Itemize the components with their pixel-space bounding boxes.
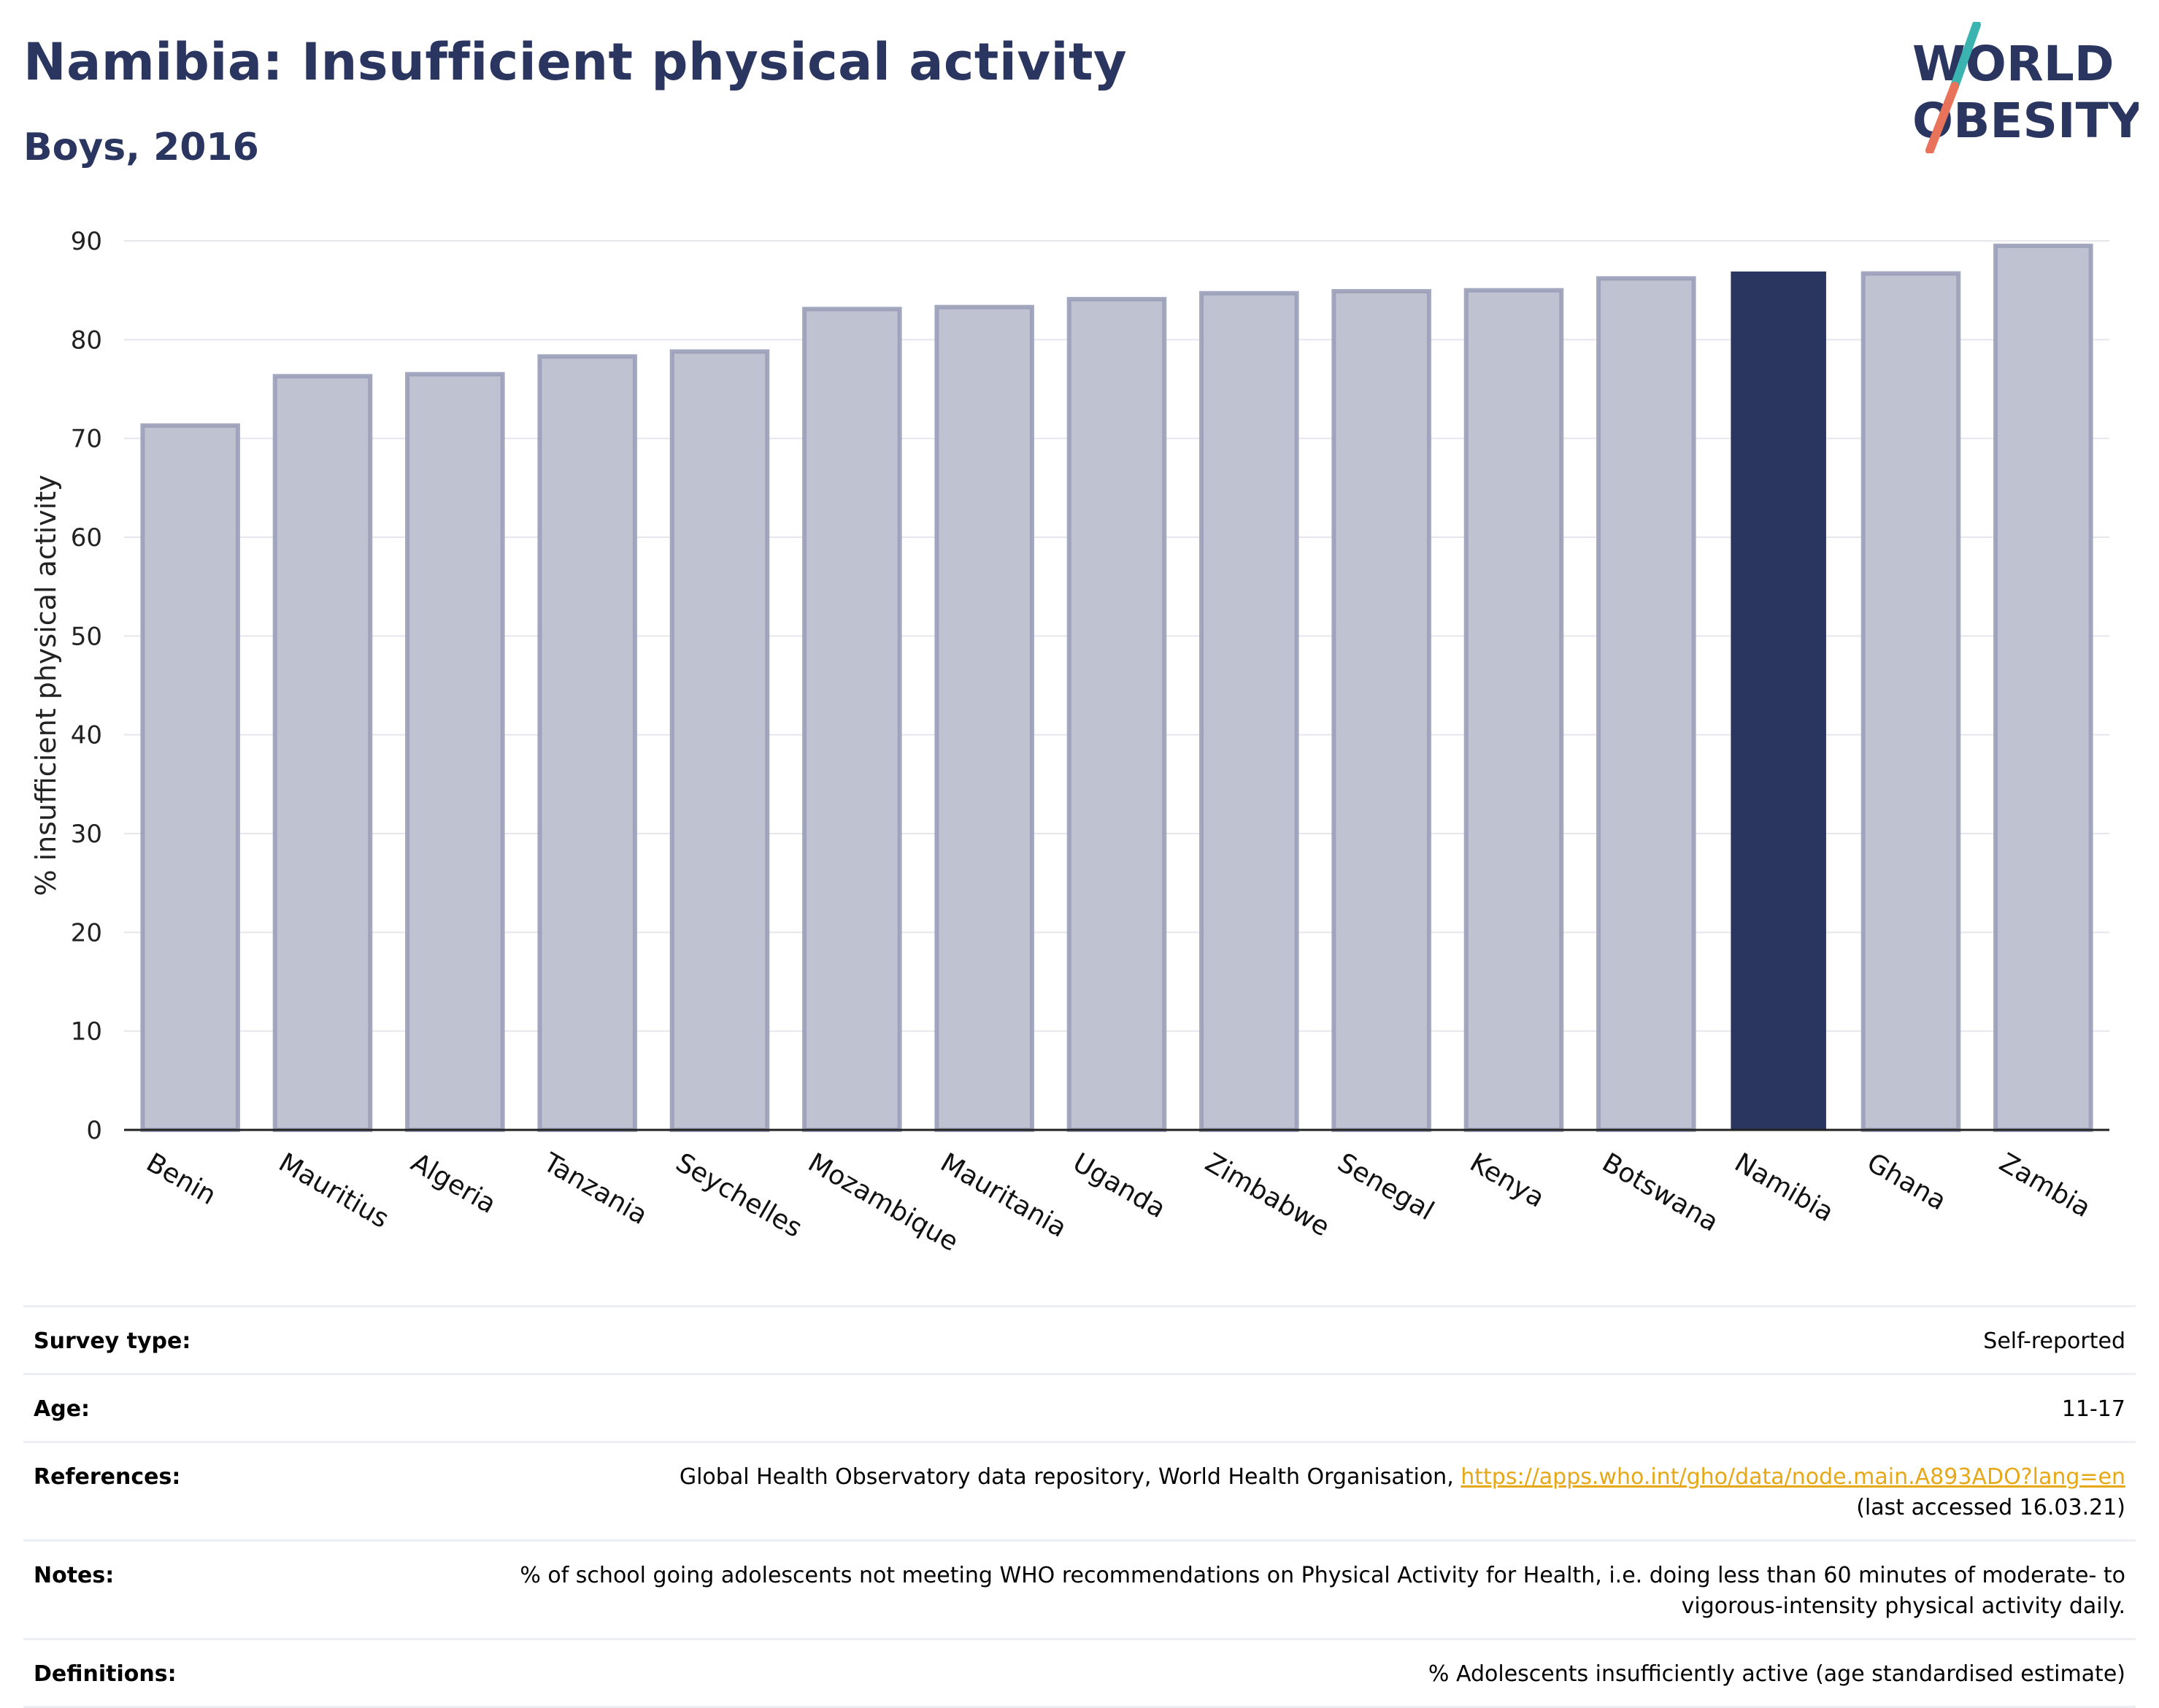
x-tick-label: Ghana <box>1862 1147 1951 1216</box>
info-row: Age: 11-17 <box>23 1373 2136 1441</box>
bar-ghana <box>1860 271 1961 1132</box>
x-tick-label: Mozambique <box>803 1147 963 1257</box>
bar-chart: 0 10 20 30 40 50 60 70 80 90 % insufficient physic… <box>30 227 2109 1258</box>
info-row: Notes: % of school going adolescents not … <box>23 1539 2136 1638</box>
bar-mauritania <box>934 304 1034 1132</box>
y-tick-label: 90 <box>71 227 102 256</box>
bar-benin <box>140 423 240 1132</box>
y-tick-label: 0 <box>86 1116 102 1145</box>
bar-senegal <box>1331 289 1431 1132</box>
chart-subtitle: Boys, 2016 <box>23 126 259 169</box>
bar-zimbabwe <box>1199 291 1299 1132</box>
chart-title: Namibia: Insufficient physical activity <box>23 32 1128 92</box>
info-label: Age: <box>34 1396 91 1422</box>
x-tick-label: Mauritius <box>274 1147 394 1234</box>
y-tick-label: 70 <box>71 425 102 454</box>
world-obesity-logo: WORLD OBESITY <box>1912 22 2139 153</box>
bar-mozambique <box>802 307 902 1132</box>
bar-seychelles <box>669 349 770 1132</box>
bar-zambia <box>1993 243 2093 1132</box>
info-value-note: (last accessed 16.03.21) <box>1856 1495 2125 1520</box>
bar-algeria <box>405 372 505 1133</box>
info-value: 11-17 <box>2062 1394 2125 1425</box>
info-value-text: % of school going adolescents not meetin… <box>520 1563 2125 1619</box>
info-value: % of school going adolescents not meetin… <box>447 1561 2125 1622</box>
info-row: Survey type: Self-reported <box>23 1305 2136 1373</box>
x-tick-label: Senegal <box>1332 1147 1439 1226</box>
info-label: Definitions: <box>34 1661 177 1687</box>
y-tick-label: 10 <box>71 1018 102 1047</box>
x-tick-label: Algeria <box>406 1147 501 1220</box>
x-tick-label: Zambia <box>1994 1147 2096 1223</box>
bar-uganda <box>1066 296 1167 1132</box>
info-value-text: 11-17 <box>2061 1396 2125 1422</box>
bar-kenya <box>1463 288 1564 1133</box>
y-tick-label: 20 <box>71 918 102 947</box>
info-value-text: Self-reported <box>1983 1328 2125 1354</box>
info-value-text: Global Health Observatory data repositor… <box>679 1464 1461 1490</box>
info-value: Global Health Observatory data repositor… <box>680 1462 2125 1523</box>
x-tick-label: Zimbabwe <box>1200 1147 1334 1242</box>
info-value-text: % Adolescents insufficiently active (age… <box>1428 1661 2125 1687</box>
logo-line1: WORLD <box>1912 36 2114 92</box>
bar-botswana <box>1596 276 1696 1133</box>
info-value: Self-reported <box>1983 1326 2125 1357</box>
y-axis-label: % insufficient physical activity <box>30 474 62 896</box>
y-tick-label: 30 <box>71 820 102 849</box>
bar-tanzania <box>537 354 637 1133</box>
logo-slash-top <box>1950 22 1981 91</box>
y-tick-label: 40 <box>71 721 102 750</box>
info-label: Notes: <box>34 1563 115 1588</box>
info-row: Definitions: % Adolescents insufficiently… <box>23 1638 2136 1708</box>
x-tick-label: Benin <box>141 1147 220 1211</box>
bar-mauritius <box>272 374 373 1133</box>
x-tick-label: Uganda <box>1068 1147 1171 1224</box>
info-label: References: <box>34 1464 181 1490</box>
info-row: References: Global Health Observatory dat… <box>23 1441 2136 1539</box>
info-table: Survey type: Self-reported Age: 11-17 Refere… <box>23 1305 2136 1708</box>
y-tick-label: 80 <box>71 326 102 355</box>
bar-namibia <box>1731 271 1826 1130</box>
x-tick-label: Tanzania <box>538 1147 653 1231</box>
x-tick-label: Namibia <box>1729 1147 1839 1228</box>
x-tick-label: Botswana <box>1597 1147 1723 1237</box>
reference-link[interactable]: https://apps.who.int/gho/data/node.main.… <box>1460 1464 2125 1490</box>
x-tick-label: Kenya <box>1465 1147 1550 1214</box>
info-label: Survey type: <box>34 1328 191 1354</box>
x-tick-label: Seychelles <box>671 1147 807 1243</box>
info-value: % Adolescents insufficiently active (age… <box>1428 1659 2125 1690</box>
y-tick-label: 60 <box>71 523 102 553</box>
y-tick-label: 50 <box>71 622 102 651</box>
logo-slash-bottom <box>1925 82 1959 153</box>
